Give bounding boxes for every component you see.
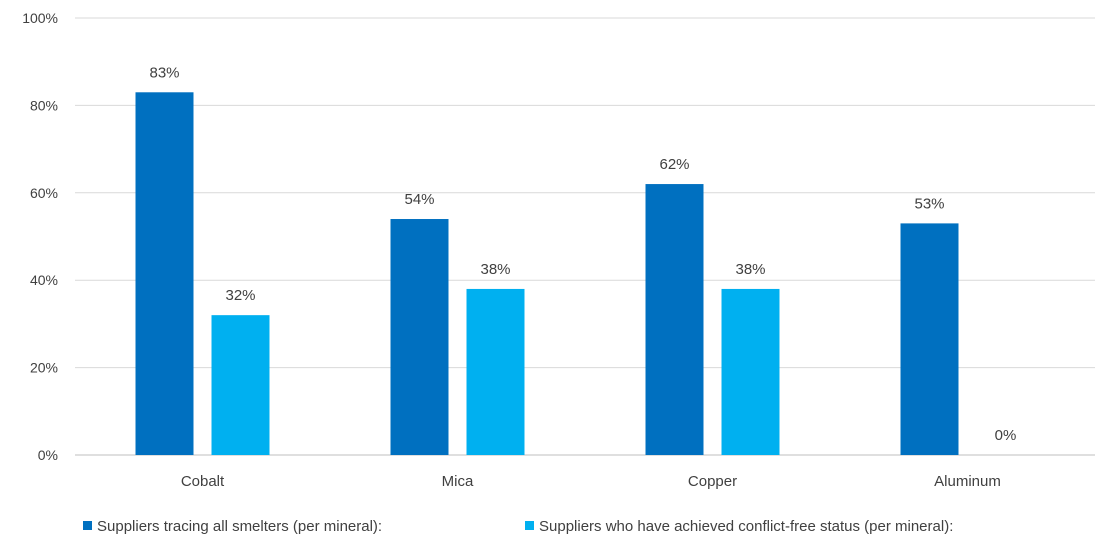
- data-labels: 83% 32% 54% 38% 62% 38% 53% 0%: [149, 64, 1016, 444]
- data-label-cobalt-series-1: 83%: [149, 64, 179, 81]
- category-labels: Cobalt Mica Copper Aluminum: [181, 473, 1001, 490]
- data-label-aluminum-series-1: 53%: [914, 195, 944, 212]
- data-label-copper-series-2: 38%: [735, 261, 765, 278]
- legend-swatch-series-2: [525, 521, 534, 530]
- bar-aluminum-series-1: [900, 223, 959, 455]
- category-label-aluminum: Aluminum: [934, 473, 1001, 490]
- y-tick-label: 80%: [30, 97, 58, 113]
- data-label-mica-series-1: 54%: [404, 191, 434, 208]
- legend-label-series-1: Suppliers tracing all smelters (per mine…: [97, 518, 382, 535]
- y-tick-label: 100%: [22, 10, 58, 26]
- category-label-cobalt: Cobalt: [181, 473, 225, 490]
- data-label-cobalt-series-2: 32%: [225, 287, 255, 304]
- y-tick-label: 60%: [30, 185, 58, 201]
- bar-copper-series-2: [721, 288, 780, 455]
- bars: [135, 92, 959, 455]
- bar-mica-series-1: [390, 219, 449, 455]
- bar-cobalt-series-1: [135, 92, 194, 455]
- data-label-aluminum-series-2: 0%: [995, 427, 1017, 444]
- bar-mica-series-2: [466, 288, 525, 455]
- bar-cobalt-series-2: [211, 315, 270, 455]
- data-label-copper-series-1: 62%: [659, 156, 689, 173]
- y-tick-label: 20%: [30, 360, 58, 376]
- y-axis-tick-labels: 0% 20% 40% 60% 80% 100%: [22, 10, 58, 463]
- bar-copper-series-1: [645, 184, 704, 455]
- legend-swatch-series-1: [83, 521, 92, 530]
- y-tick-label: 0%: [38, 447, 58, 463]
- legend-label-series-2: Suppliers who have achieved conflict-fre…: [539, 518, 953, 535]
- data-label-mica-series-2: 38%: [480, 261, 510, 278]
- legend: Suppliers tracing all smelters (per mine…: [83, 518, 953, 535]
- y-tick-label: 40%: [30, 272, 58, 288]
- category-label-mica: Mica: [442, 473, 474, 490]
- category-label-copper: Copper: [688, 473, 737, 490]
